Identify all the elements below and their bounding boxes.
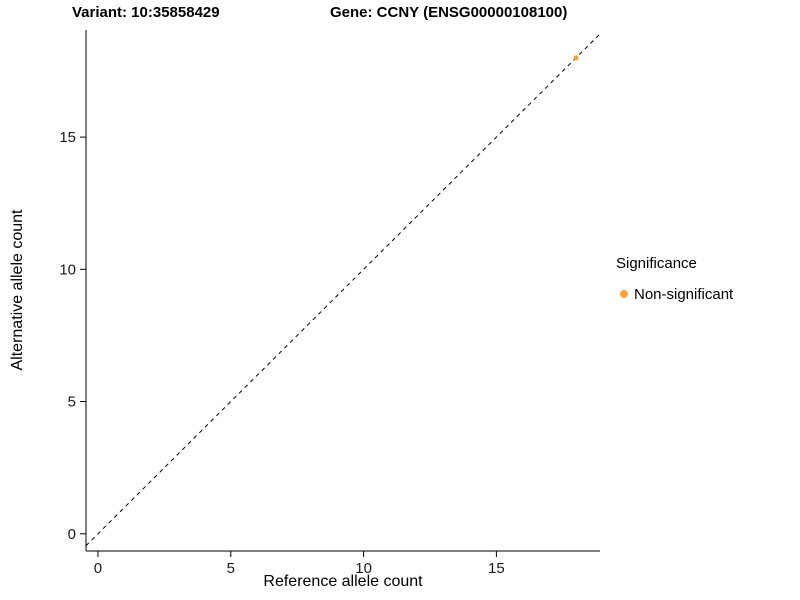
legend: Significance Non-significant	[616, 255, 734, 303]
y-tick-label: 0	[68, 526, 76, 543]
legend-entry-label: Non-significant	[634, 286, 734, 303]
x-tick-label: 5	[227, 560, 235, 577]
legend-title: Significance	[616, 255, 697, 272]
data-point	[573, 55, 579, 61]
x-ticks: 0 5 10 15	[94, 551, 505, 577]
y-tick-label: 10	[59, 261, 76, 278]
identity-line	[85, 33, 601, 547]
y-tick-label: 5	[68, 394, 76, 411]
x-tick-label: 10	[355, 560, 372, 577]
y-axis-label: Alternative allele count	[9, 209, 26, 371]
data-points	[573, 55, 579, 61]
legend-key-dot	[620, 290, 628, 298]
y-tick-label: 15	[59, 129, 76, 146]
plot-title-variant: Variant: 10:35858429	[72, 4, 220, 21]
x-tick-label: 15	[488, 560, 505, 577]
y-ticks: 0 5 10 15	[59, 129, 86, 543]
x-tick-label: 0	[94, 560, 102, 577]
x-axis-label: Reference allele count	[263, 573, 423, 590]
plot-title-gene: Gene: CCNY (ENSG00000108100)	[330, 4, 567, 21]
plot-panel: 0 5 10 15 0 5 10 15	[59, 30, 601, 577]
